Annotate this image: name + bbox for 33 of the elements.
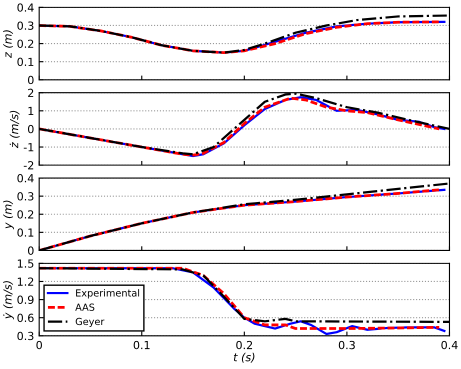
- y-axis-title: y (m): [3, 200, 14, 230]
- y-axis-title: ẏ (m/s): [3, 281, 14, 320]
- y-tick-label: 0.1: [17, 228, 34, 237]
- y-tick-label: 0.2: [17, 210, 34, 219]
- y-tick-label: 0.2: [17, 40, 34, 48]
- y-axis-title: z (m): [3, 30, 14, 58]
- x-tick-label: 0: [36, 340, 42, 350]
- y-tick-label: 2: [28, 88, 34, 97]
- y-tick-label: 1.2: [18, 277, 34, 286]
- y-tick-label: 0.9: [17, 296, 34, 304]
- y-tick-label: 0: [28, 246, 34, 255]
- x-axis-title: t (s): [234, 352, 254, 363]
- y-tick-label: 0.4: [17, 3, 34, 12]
- x-tick-label: 0.4: [441, 340, 458, 350]
- legend-label: Experimental: [76, 289, 140, 298]
- x-tick-label: 0.3: [338, 340, 355, 350]
- y-tick-label: 0.3: [17, 332, 34, 340]
- y-tick-label: -2: [24, 161, 34, 170]
- y-tick-label: 1.5: [18, 259, 34, 268]
- y-axis-title: ż (m/s): [10, 110, 20, 148]
- x-tick-label: 0.2: [236, 340, 252, 350]
- y-tick-label: 0: [28, 76, 34, 84]
- legend-label: AAS: [75, 304, 94, 311]
- y-tick-label: 0.4: [17, 174, 34, 182]
- y-tick-label: 0.3: [17, 21, 34, 30]
- legend-label: Geyer: [76, 318, 104, 328]
- x-tick-label: 0.1: [134, 340, 150, 350]
- y-tick-label: 0.6: [17, 314, 34, 322]
- y-tick-label: 0.1: [17, 58, 34, 66]
- y-tick-label: 0: [28, 124, 34, 134]
- y-tick-label: 0.3: [17, 192, 34, 201]
- y-tick-label: -1: [24, 143, 34, 152]
- y-tick-label: 1: [28, 106, 34, 116]
